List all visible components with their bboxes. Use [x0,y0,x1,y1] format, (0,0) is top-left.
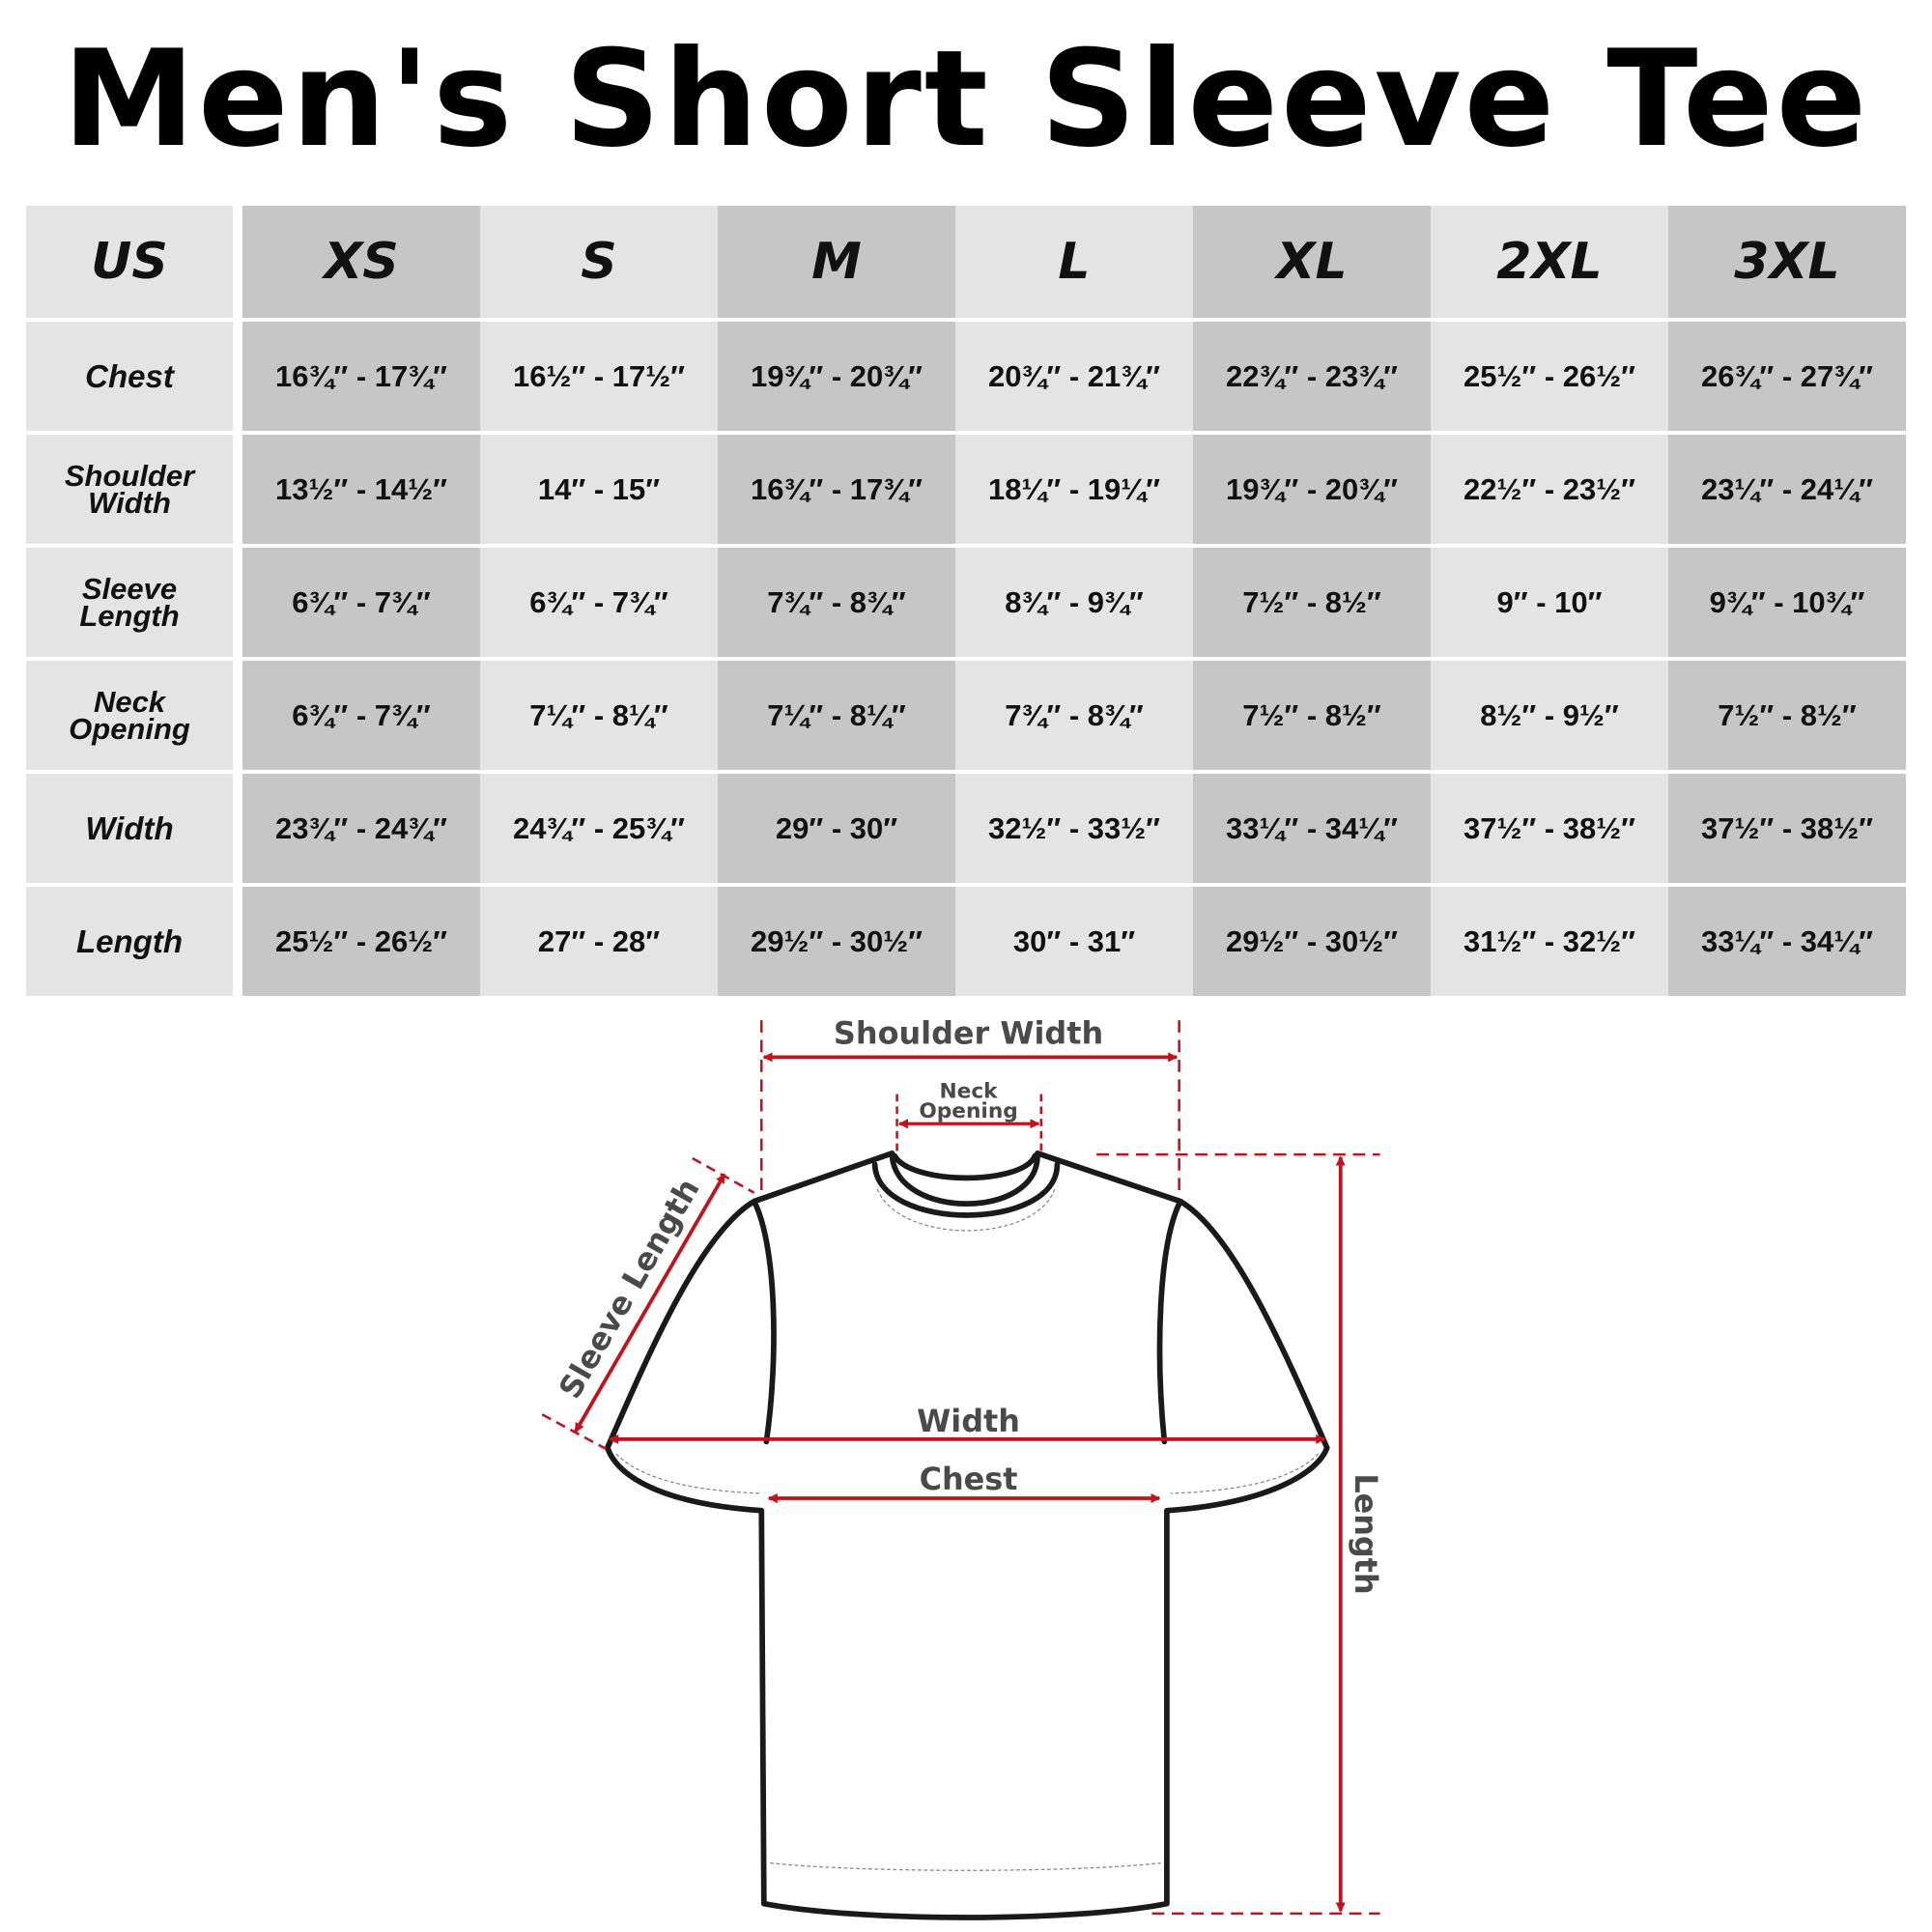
shoulder-width-label: Shoulder Width [834,1014,1103,1051]
size-header: XS [242,206,480,318]
measurement-cell: 25½″ - 26½″ [1431,318,1668,431]
header-row: US XS S M L XL 2XL 3XL [26,206,1906,318]
measurement-cell: 18¼″ - 19¼″ [955,431,1193,544]
measurement-cell: 13½″ - 14½″ [242,431,480,544]
length-label: Length [1348,1473,1384,1594]
measurement-cell: 22¾″ - 23¾″ [1193,318,1431,431]
measurement-cell: 8¾″ - 9¾″ [955,544,1193,657]
size-chart-table: US XS S M L XL 2XL 3XL Chest 16¾″ - 17¾″ 1… [26,206,1906,996]
row-label: Width [26,770,242,883]
size-header: L [955,206,1193,318]
size-header: XL [1193,206,1431,318]
neck-opening-label: Neck [939,1079,998,1103]
table-row: Shoulder Width 13½″ - 14½″ 14″ - 15″ 16¾″ - … [26,431,1906,544]
measurement-cell: 29″ - 30″ [718,770,955,883]
measurement-cell: 33¼″ - 34¼″ [1193,770,1431,883]
measurement-cell: 30″ - 31″ [955,883,1193,996]
table-row: Sleeve Length 6¾″ - 7¾″ 6¾″ - 7¾″ 7¾″ - 8¾″ 8… [26,544,1906,657]
row-label: Chest [26,318,242,431]
measurement-lines [541,1020,1380,1916]
row-label: Length [26,883,242,996]
table-row: Length 25½″ - 26½″ 27″ - 28″ 29½″ - 30½″ 30″… [26,883,1906,996]
measurement-cell: 6¾″ - 7¾″ [242,544,480,657]
measurement-cell: 7½″ - 8½″ [1193,544,1431,657]
tee-outline [604,1151,1330,1920]
measurement-cell: 29½″ - 30½″ [718,883,955,996]
measurement-cell: 7½″ - 8½″ [1193,657,1431,770]
measurement-cell: 20¾″ - 21¾″ [955,318,1193,431]
table-row: Chest 16¾″ - 17¾″ 16½″ - 17½″ 19¾″ - 20¾″ 20… [26,318,1906,431]
row-label: Shoulder Width [26,431,242,544]
width-label: Width [917,1403,1020,1439]
stitching [615,1188,1320,1871]
measurement-cell: 7¾″ - 8¾″ [718,544,955,657]
measurement-cell: 16¾″ - 17¾″ [718,431,955,544]
measurement-cell: 29½″ - 30½″ [1193,883,1431,996]
size-header: 2XL [1431,206,1668,318]
table-row: Width 23¾″ - 24¾″ 24¾″ - 25¾″ 29″ - 30″ 32½″… [26,770,1906,883]
neck-opening-label: Opening [919,1099,1017,1123]
page-title: Men's Short Sleeve Tee [62,21,1870,177]
measurement-cell: 25½″ - 26½″ [242,883,480,996]
size-header: M [718,206,955,318]
measurement-cell: 14″ - 15″ [480,431,718,544]
measurement-cell: 37½″ - 38½″ [1431,770,1668,883]
table-row: Neck Opening 6¾″ - 7¾″ 7¼″ - 8¼″ 7¼″ - 8¼″ 7¾… [26,657,1906,770]
size-header: 3XL [1668,206,1906,318]
measurement-cell: 7¼″ - 8¼″ [718,657,955,770]
measurement-cell: 26¾″ - 27¾″ [1668,318,1906,431]
measurement-cell: 37½″ - 38½″ [1668,770,1906,883]
measurement-cell: 24¾″ - 25¾″ [480,770,718,883]
measurement-cell: 22½″ - 23½″ [1431,431,1668,544]
row-label: Neck Opening [26,657,242,770]
measurement-cell: 33¼″ - 34¼″ [1668,883,1906,996]
measurement-cell: 27″ - 28″ [480,883,718,996]
measurement-cell: 6¾″ - 7¾″ [242,657,480,770]
chest-label: Chest [920,1461,1018,1497]
measurement-cell: 16½″ - 17½″ [480,318,718,431]
measurement-cell: 32½″ - 33½″ [955,770,1193,883]
measurement-cell: 23¼″ - 24¼″ [1668,431,1906,544]
measurement-cell: 9″ - 10″ [1431,544,1668,657]
measurement-cell: 6¾″ - 7¾″ [480,544,718,657]
row-label: Sleeve Length [26,544,242,657]
measurement-cell: 7¼″ - 8¼″ [480,657,718,770]
measurement-cell: 9¾″ - 10¾″ [1668,544,1906,657]
measurement-cell: 31½″ - 32½″ [1431,883,1668,996]
measurement-cell: 16¾″ - 17¾″ [242,318,480,431]
measurement-cell: 23¾″ - 24¾″ [242,770,480,883]
size-header: S [480,206,718,318]
measurement-cell: 7¾″ - 8¾″ [955,657,1193,770]
measurement-cell: 19¾″ - 20¾″ [1193,431,1431,544]
measurement-cell: 8½″ - 9½″ [1431,657,1668,770]
header-corner: US [26,206,242,318]
measurement-cell: 7½″ - 8½″ [1668,657,1906,770]
measurement-cell: 19¾″ - 20¾″ [718,318,955,431]
